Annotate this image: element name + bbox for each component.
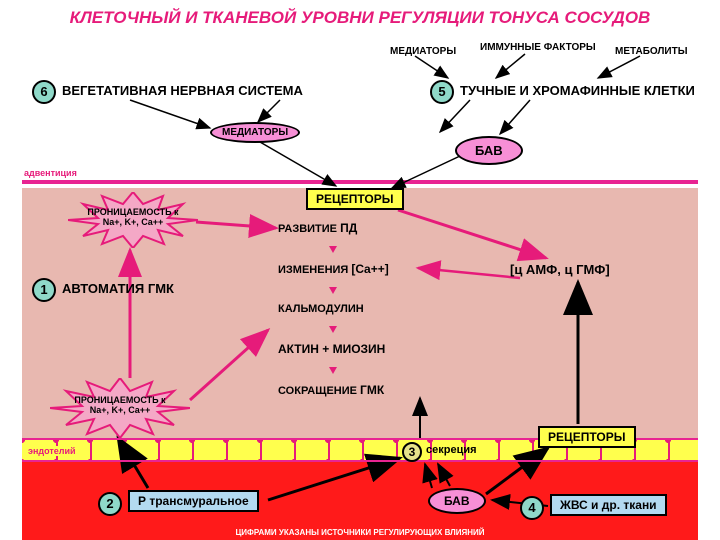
label-immune: ИММУННЫЕ ФАКТОРЫ	[480, 42, 596, 53]
cascade-l1b: ПД	[340, 221, 357, 235]
cascade-l5b: ГМК	[360, 383, 384, 397]
pill-mediators: МЕДИАТОРЫ	[210, 122, 300, 143]
node-2-circle: 2	[98, 492, 122, 516]
starburst-top-l2: Na+, K+, Ca++	[103, 217, 164, 227]
cascade-l3: КАЛЬМОДУЛИН	[278, 300, 389, 319]
label-endothelium: эндотелий	[26, 446, 78, 456]
adventitia-line	[22, 180, 698, 184]
starburst-bottom: ПРОНИЦАЕМОСТЬ к Na+, K+, Ca++	[50, 378, 190, 438]
node-3-circle: 3	[402, 442, 422, 462]
rect-zhvs: ЖВС и др. ткани	[550, 494, 667, 516]
cascade-l1a: РАЗВИТИЕ	[278, 223, 340, 235]
starburst-bot-l2: Na+, K+, Ca++	[90, 405, 151, 415]
node-5-circle: 5	[430, 80, 454, 104]
page-title: КЛЕТОЧНЫЙ И ТКАНЕВОЙ УРОВНИ РЕГУЛЯЦИИ ТО…	[0, 8, 720, 28]
cascade-arrow-4	[329, 367, 337, 374]
pill-bav-top: БАВ	[455, 136, 523, 165]
cascade-l5a: СОКРАЩЕНИЕ	[278, 385, 360, 397]
cascade-block: РАЗВИТИЕ ПД ИЗМЕНЕНИЯ [Ca++] КАЛЬМОДУЛИН…	[278, 218, 389, 401]
node-5-label: ТУЧНЫЕ И ХРОМАФИННЫЕ КЛЕТКИ	[460, 83, 695, 98]
pill-bav-bottom: БАВ	[428, 488, 486, 514]
label-metabolites: МЕТАБОЛИТЫ	[615, 46, 688, 57]
starburst-top-l1: ПРОНИЦАЕМОСТЬ к	[87, 207, 178, 217]
label-adventitia: адвентиция	[24, 168, 77, 178]
node-4-circle: 4	[520, 496, 544, 520]
cascade-arrow-2	[329, 287, 337, 294]
node-6-circle: 6	[32, 80, 56, 104]
footer-text: ЦИФРАМИ УКАЗАНЫ ИСТОЧНИКИ РЕГУЛИРУЮЩИХ В…	[0, 528, 720, 537]
endo-bottom-line	[22, 460, 698, 462]
cascade-arrow-3	[329, 326, 337, 333]
rect-receptors-bottom: РЕЦЕПТОРЫ	[538, 426, 636, 448]
node-3-label: секреция	[426, 444, 477, 456]
node-6-label: ВЕГЕТАТИВНАЯ НЕРВНАЯ СИСТЕМА	[62, 83, 303, 98]
label-camp: [ц АМФ, ц ГМФ]	[510, 262, 610, 277]
cascade-l2a: ИЗМЕНЕНИЯ	[278, 264, 351, 276]
cascade-l4: АКТИН + МИОЗИН	[278, 339, 389, 359]
rect-p-trans: Р трансмуральное	[128, 490, 259, 512]
starburst-top: ПРОНИЦАЕМОСТЬ к Na+, K+, Ca++	[68, 192, 198, 248]
starburst-bot-l1: ПРОНИЦАЕМОСТЬ к	[74, 395, 165, 405]
node-1-circle: 1	[32, 278, 56, 302]
label-mediators-top: МЕДИАТОРЫ	[390, 46, 456, 57]
cascade-arrow-1	[329, 246, 337, 253]
rect-receptors-top: РЕЦЕПТОРЫ	[306, 188, 404, 210]
cascade-l2b: [Ca++]	[351, 262, 388, 276]
node-1-label: АВТОМАТИЯ ГМК	[62, 281, 174, 296]
